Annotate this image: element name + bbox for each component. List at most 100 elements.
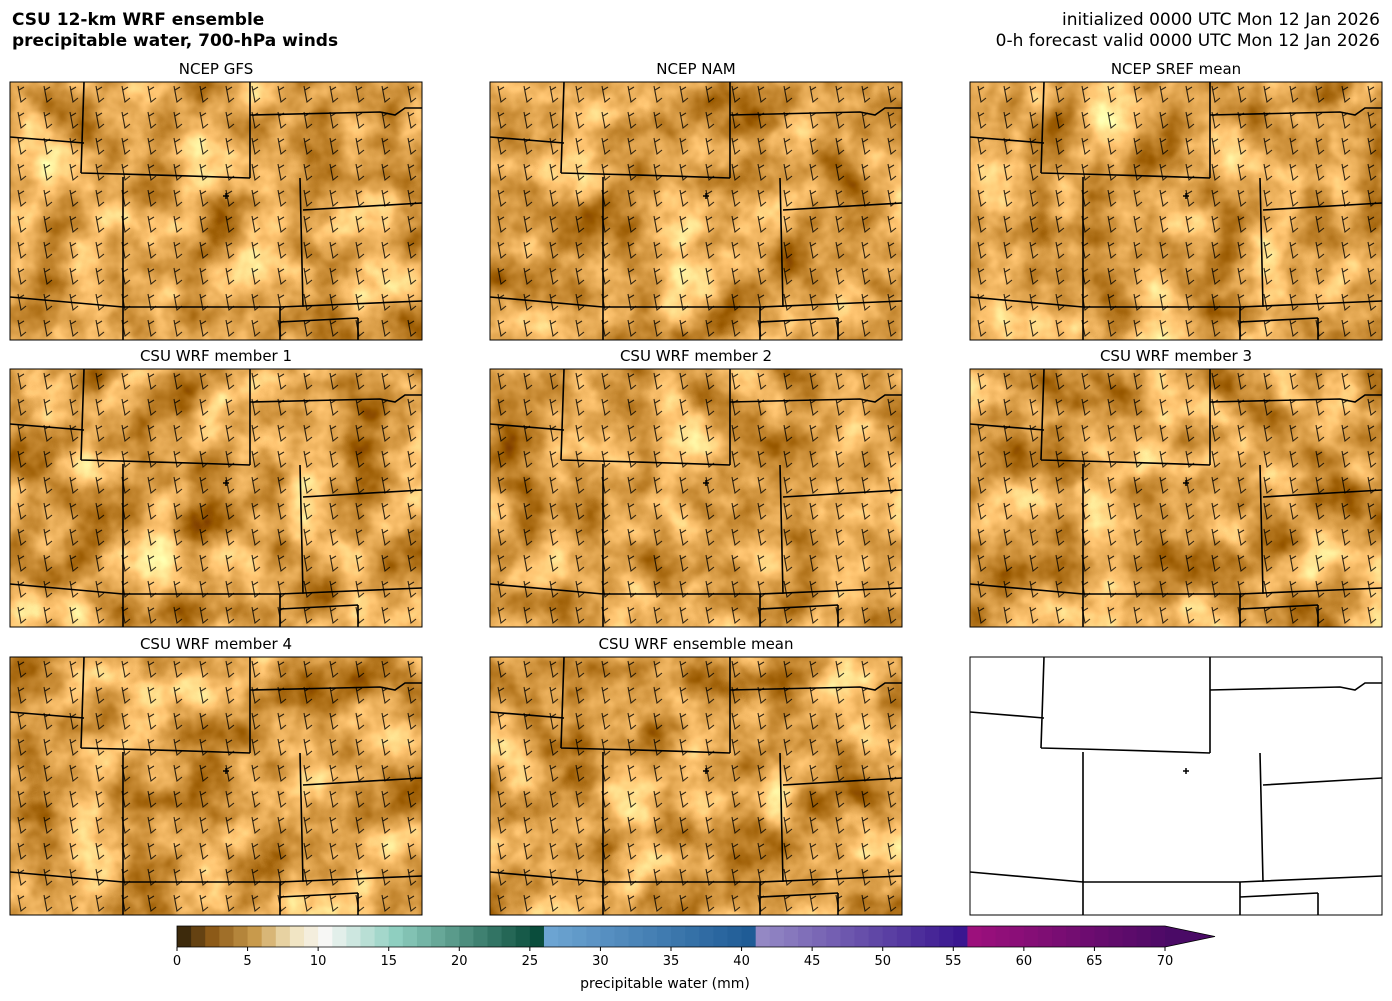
colorbar-swatch: [1122, 926, 1138, 947]
colorbar-tick-label: 20: [451, 954, 468, 969]
colorbar-swatch: [699, 926, 714, 947]
colorbar-swatch: [177, 926, 192, 947]
map-panel: [970, 657, 1382, 915]
colorbar-swatch: [939, 926, 954, 947]
colorbar-swatch: [1052, 926, 1067, 947]
colorbar-swatch: [205, 926, 220, 947]
colorbar-swatch: [543, 926, 559, 947]
colorbar-swatch: [656, 926, 672, 947]
colorbar-swatch: [374, 926, 390, 947]
map-panel: [970, 82, 1382, 340]
map-panel: [10, 657, 422, 915]
colorbar-swatch: [769, 926, 785, 947]
colorbar-swatch: [318, 926, 333, 947]
colorbar-tick-label: 5: [243, 954, 251, 969]
colorbar-swatch: [445, 926, 460, 947]
colorbar-swatch: [360, 926, 376, 947]
colorbar-swatch: [459, 926, 474, 947]
colorbar-swatch: [741, 926, 757, 947]
colorbar-swatch: [910, 926, 926, 947]
colorbar-swatch: [473, 926, 489, 947]
colorbar-swatch: [671, 926, 686, 947]
colorbar-extend: [1165, 926, 1215, 947]
panel-frame: [9, 368, 423, 628]
blank-field: [970, 657, 1382, 915]
panel-title: NCEP NAM: [656, 60, 735, 78]
colorbar-swatch: [1150, 926, 1166, 947]
panel-frame: [9, 656, 423, 916]
panel-title: NCEP GFS: [179, 60, 254, 78]
wind-barbs: [10, 657, 422, 915]
colorbar-swatch: [515, 926, 531, 947]
colorbar-swatch: [854, 926, 870, 947]
colorbar-swatch: [346, 926, 361, 947]
colorbar-tick-label: 70: [1157, 954, 1174, 969]
colorbar-swatch: [981, 926, 997, 947]
panels: NCEP GFS NCEP NAM NCEP SREF mean CSU WRF me…: [10, 60, 1382, 915]
map-panel: [10, 82, 422, 340]
colorbar-swatch: [247, 926, 263, 947]
colorbar-swatch: [628, 926, 644, 947]
map-panel: [490, 82, 902, 340]
colorbar-swatch: [925, 926, 940, 947]
colorbar-swatch: [953, 926, 968, 947]
colorbar-swatch: [233, 926, 249, 947]
colorbar-swatch: [501, 926, 517, 947]
colorbar-tick-label: 50: [874, 954, 891, 969]
colorbar-swatch: [191, 926, 206, 947]
colorbar-swatch: [995, 926, 1011, 947]
panel-frame: [969, 368, 1383, 628]
info-line: 0-h forecast valid 0000 UTC Mon 12 Jan 2…: [996, 31, 1380, 51]
colorbar-swatch: [826, 926, 841, 947]
colorbar-swatch: [402, 926, 418, 947]
panel-title: CSU WRF member 1: [140, 347, 292, 365]
wind-barbs: [10, 369, 422, 627]
colorbar-swatch: [1009, 926, 1025, 947]
colorbar-swatch: [798, 926, 813, 947]
title-line: precipitable water, 700-hPa winds: [12, 31, 338, 51]
colorbar-swatch: [1094, 926, 1110, 947]
colorbar-swatch: [1023, 926, 1039, 947]
colorbar-swatch: [431, 926, 446, 947]
panel-frame: [489, 81, 903, 341]
wind-barbs: [490, 369, 902, 627]
colorbar-tick-label: 0: [173, 954, 181, 969]
title-line: CSU 12-km WRF ensemble: [12, 10, 264, 30]
colorbar-swatch: [289, 926, 305, 947]
colorbar-swatch: [1108, 926, 1124, 947]
colorbar-swatch: [614, 926, 630, 947]
colorbar-swatch: [967, 926, 983, 947]
panel-title: CSU WRF member 2: [620, 347, 772, 365]
panel-title: CSU WRF member 3: [1100, 347, 1252, 365]
colorbar-swatch: [304, 926, 319, 947]
colorbar-swatch: [896, 926, 912, 947]
colorbar-swatch: [332, 926, 347, 947]
wind-barbs: [970, 369, 1382, 627]
colorbar-swatch: [219, 926, 234, 947]
colorbar-swatch: [558, 926, 573, 947]
info-line: initialized 0000 UTC Mon 12 Jan 2026: [1062, 10, 1380, 30]
colorbar-swatch: [882, 926, 898, 947]
colorbar-swatch: [727, 926, 743, 947]
colorbar-swatch: [783, 926, 799, 947]
colorbar-swatch: [275, 926, 291, 947]
panel-frame: [489, 656, 903, 916]
colorbar-swatch: [487, 926, 503, 947]
wind-barbs: [10, 82, 422, 340]
colorbar-swatch: [388, 926, 404, 947]
colorbar-swatch: [685, 926, 700, 947]
panel-title: CSU WRF ensemble mean: [598, 635, 793, 653]
colorbar-tick-label: 60: [1016, 954, 1033, 969]
colorbar-tick-label: 45: [804, 954, 821, 969]
colorbar-swatch: [840, 926, 855, 947]
colorbar-swatch: [1136, 926, 1152, 947]
wind-barbs: [490, 82, 902, 340]
colorbar-tick-label: 35: [663, 954, 680, 969]
colorbar-swatch: [586, 926, 601, 947]
colorbar-swatch: [868, 926, 884, 947]
colorbar-tick-label: 10: [310, 954, 327, 969]
colorbar-swatch: [812, 926, 827, 947]
panel-frame: [489, 368, 903, 628]
colorbar-swatch: [642, 926, 658, 947]
